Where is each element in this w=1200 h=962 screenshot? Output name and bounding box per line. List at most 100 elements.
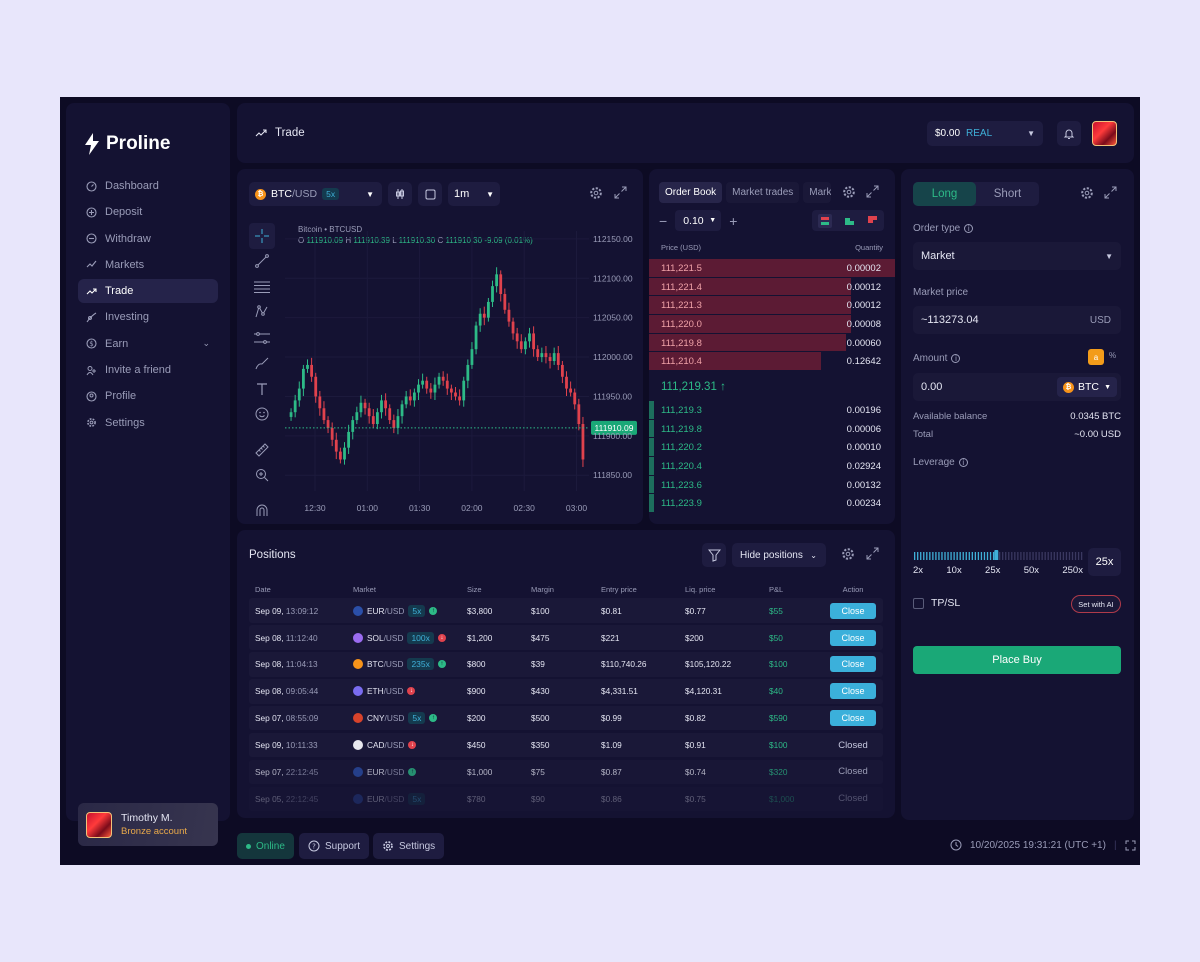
forecast-tool-icon[interactable]	[249, 325, 275, 351]
orderbook-expand-icon[interactable]	[866, 185, 879, 201]
bid-row[interactable]: 111,220.2 0.00010	[649, 438, 895, 457]
chart-expand-icon[interactable]	[614, 186, 627, 202]
amount-input[interactable]: 0.00 ₿ BTC ▼	[913, 373, 1121, 401]
amount-unit-toggle-active[interactable]: a	[1088, 349, 1104, 365]
positions-gear-icon[interactable]	[841, 547, 855, 564]
tab-long[interactable]: Long	[913, 182, 976, 206]
amount-asset-select[interactable]: ₿ BTC ▼	[1057, 377, 1117, 397]
order-gear-icon[interactable]	[1080, 186, 1094, 203]
sidebar-item-investing[interactable]: Investing	[78, 305, 218, 329]
amount-percent-toggle[interactable]: %	[1109, 351, 1117, 360]
bid-row[interactable]: 111,223.6 0.00132	[649, 475, 895, 495]
bid-row[interactable]: 111,219.8 0.00006	[649, 419, 895, 439]
ask-row[interactable]: 111,221.5 0.00002	[649, 259, 895, 278]
ask-row[interactable]: 111,221.4 0.00012	[649, 277, 895, 297]
notifications-button[interactable]	[1057, 121, 1081, 146]
order-type-select[interactable]: Market ▼	[913, 242, 1121, 270]
orderbook-gear-icon[interactable]	[842, 185, 856, 202]
sidebar-item-label: Settings	[105, 416, 145, 429]
leverage-tick-mark	[968, 552, 970, 560]
bid-row[interactable]: 111,220.4 0.02924	[649, 457, 895, 476]
price-chart[interactable]: Bitcoin • BTCUSD O 111910.09 H 111910.39…	[285, 215, 637, 521]
plus-icon[interactable]: +	[729, 212, 738, 229]
table-row[interactable]: Sep 07, 08:55:09 CNY/USD 5x ↑ $200 $500 $0.99 $…	[249, 705, 883, 731]
leverage-slider[interactable]	[913, 550, 1083, 560]
sidebar-item-settings[interactable]: Settings	[78, 411, 218, 435]
tab-market-trades[interactable]: Market trades	[726, 182, 800, 203]
bid-row[interactable]: 111,219.3 0.00196	[649, 401, 895, 420]
table-row[interactable]: Sep 09, 10:11:33 CAD/USD ↓ $450 $350 $1.09 $0.…	[249, 732, 883, 758]
asks-view-icon[interactable]	[867, 215, 878, 226]
table-row[interactable]: Sep 08, 11:12:40 SOL/USD 100x ↓ $1,200 $475 $2…	[249, 625, 883, 650]
symbol-selector[interactable]: ₿ BTC/USD 5x ▼	[249, 182, 382, 206]
ask-row[interactable]: 111,220.0 0.00008	[649, 315, 895, 334]
settings-button[interactable]: Settings	[373, 833, 445, 859]
user-card[interactable]: Timothy M. Bronze account	[78, 803, 218, 846]
fullscreen-icon[interactable]	[1125, 840, 1136, 851]
close-position-button[interactable]: Close	[830, 656, 876, 673]
sidebar-item-profile[interactable]: Profile	[78, 384, 218, 408]
tpsl-toggle[interactable]: TP/SL	[913, 597, 960, 609]
crosshair-tool-icon[interactable]	[249, 223, 275, 249]
support-button[interactable]: ? Support	[299, 833, 370, 859]
sidebar-item-markets[interactable]: Markets	[78, 253, 218, 277]
online-status[interactable]: Online	[237, 833, 294, 859]
balance-selector[interactable]: $0.00 REAL ▼	[927, 121, 1043, 146]
ruler-tool-icon[interactable]	[249, 437, 275, 463]
sidebar-item-earn[interactable]: $ Earn ⌄	[78, 332, 218, 356]
sidebar-item-label: Profile	[105, 390, 137, 403]
pattern-tool-icon[interactable]	[249, 300, 275, 326]
close-position-button[interactable]: Close	[830, 629, 876, 646]
step-select[interactable]: 0.10 ▼	[675, 210, 722, 231]
market-coin-icon	[353, 713, 363, 724]
tab-mark[interactable]: Mark	[803, 182, 832, 203]
timeframe-selector[interactable]: 1m ▼	[448, 182, 500, 206]
place-buy-button[interactable]: Place Buy	[913, 646, 1121, 674]
emoji-tool-icon[interactable]	[249, 402, 275, 428]
close-position-button[interactable]: Close	[830, 602, 876, 619]
both-sides-view-icon[interactable]	[818, 213, 832, 228]
table-row[interactable]: Sep 08, 09:05:44 ETH/USD ↓ $900 $430 $4,331.5…	[249, 679, 883, 704]
hide-positions-dropdown[interactable]: Hide positions ⌄	[732, 543, 826, 567]
trendline-tool-icon[interactable]	[249, 249, 275, 275]
header-avatar[interactable]	[1092, 121, 1117, 146]
leverage-tick-mark	[999, 552, 1001, 560]
layout-button[interactable]	[418, 182, 442, 206]
table-row[interactable]: Sep 08, 11:04:13 BTC/USD 235x ↑ $800 $39 $110,…	[249, 652, 883, 677]
chart-settings-gear-icon[interactable]	[589, 186, 603, 203]
close-position-button[interactable]: Close	[830, 710, 876, 727]
tpsl-checkbox[interactable]	[913, 597, 924, 609]
positions-expand-icon[interactable]	[866, 547, 879, 563]
leverage-handle[interactable]	[994, 550, 999, 560]
indicators-button[interactable]	[388, 182, 412, 206]
order-expand-icon[interactable]	[1104, 186, 1117, 202]
sidebar-item-trade[interactable]: Trade	[78, 279, 218, 304]
filter-button[interactable]	[702, 543, 726, 567]
minus-icon[interactable]: −	[659, 212, 668, 229]
leverage-tick-mark	[983, 552, 986, 560]
bids-view-icon[interactable]	[844, 215, 855, 226]
sidebar-item-withdraw[interactable]: Withdraw	[78, 227, 218, 251]
candle-body	[429, 388, 433, 393]
brush-tool-icon[interactable]	[249, 351, 275, 377]
bid-row[interactable]: 111,223.9 0.00234	[649, 494, 895, 513]
ask-row[interactable]: 111,219.8 0.00060	[649, 333, 895, 353]
table-row[interactable]: Sep 05, 22:12:45 EUR/USD 5x $780 $90 $0.86 $0.…	[249, 786, 883, 812]
leverage-value-input[interactable]: 25x	[1088, 548, 1121, 576]
col-entry: Entry price	[601, 584, 637, 594]
magnet-tool-icon[interactable]	[249, 497, 275, 523]
ask-row[interactable]: 111,221.3 0.00012	[649, 296, 895, 315]
tab-short[interactable]: Short	[993, 188, 1022, 200]
text-tool-icon[interactable]	[249, 376, 275, 402]
table-row[interactable]: Sep 07, 22:12:45 EUR/USD ↑ $1,000 $75 $0.87 $0…	[249, 759, 883, 785]
table-row[interactable]: Sep 09, 13:09:12 EUR/USD 5x ↑ $3,800 $100 $0.8…	[249, 598, 883, 623]
set-with-ai-button[interactable]: Set with AI	[1071, 595, 1121, 613]
fib-tool-icon[interactable]	[249, 274, 275, 300]
close-position-button[interactable]: Close	[830, 683, 876, 700]
sidebar-item-deposit[interactable]: Deposit	[78, 200, 218, 224]
sidebar-item-dashboard[interactable]: Dashboard	[78, 174, 218, 198]
sidebar-item-invite[interactable]: Invite a friend	[78, 358, 218, 382]
ask-row[interactable]: 111,210.4 0.12642	[649, 352, 895, 371]
tab-order-book[interactable]: Order Book	[659, 182, 723, 203]
zoom-tool-icon[interactable]	[249, 463, 275, 489]
